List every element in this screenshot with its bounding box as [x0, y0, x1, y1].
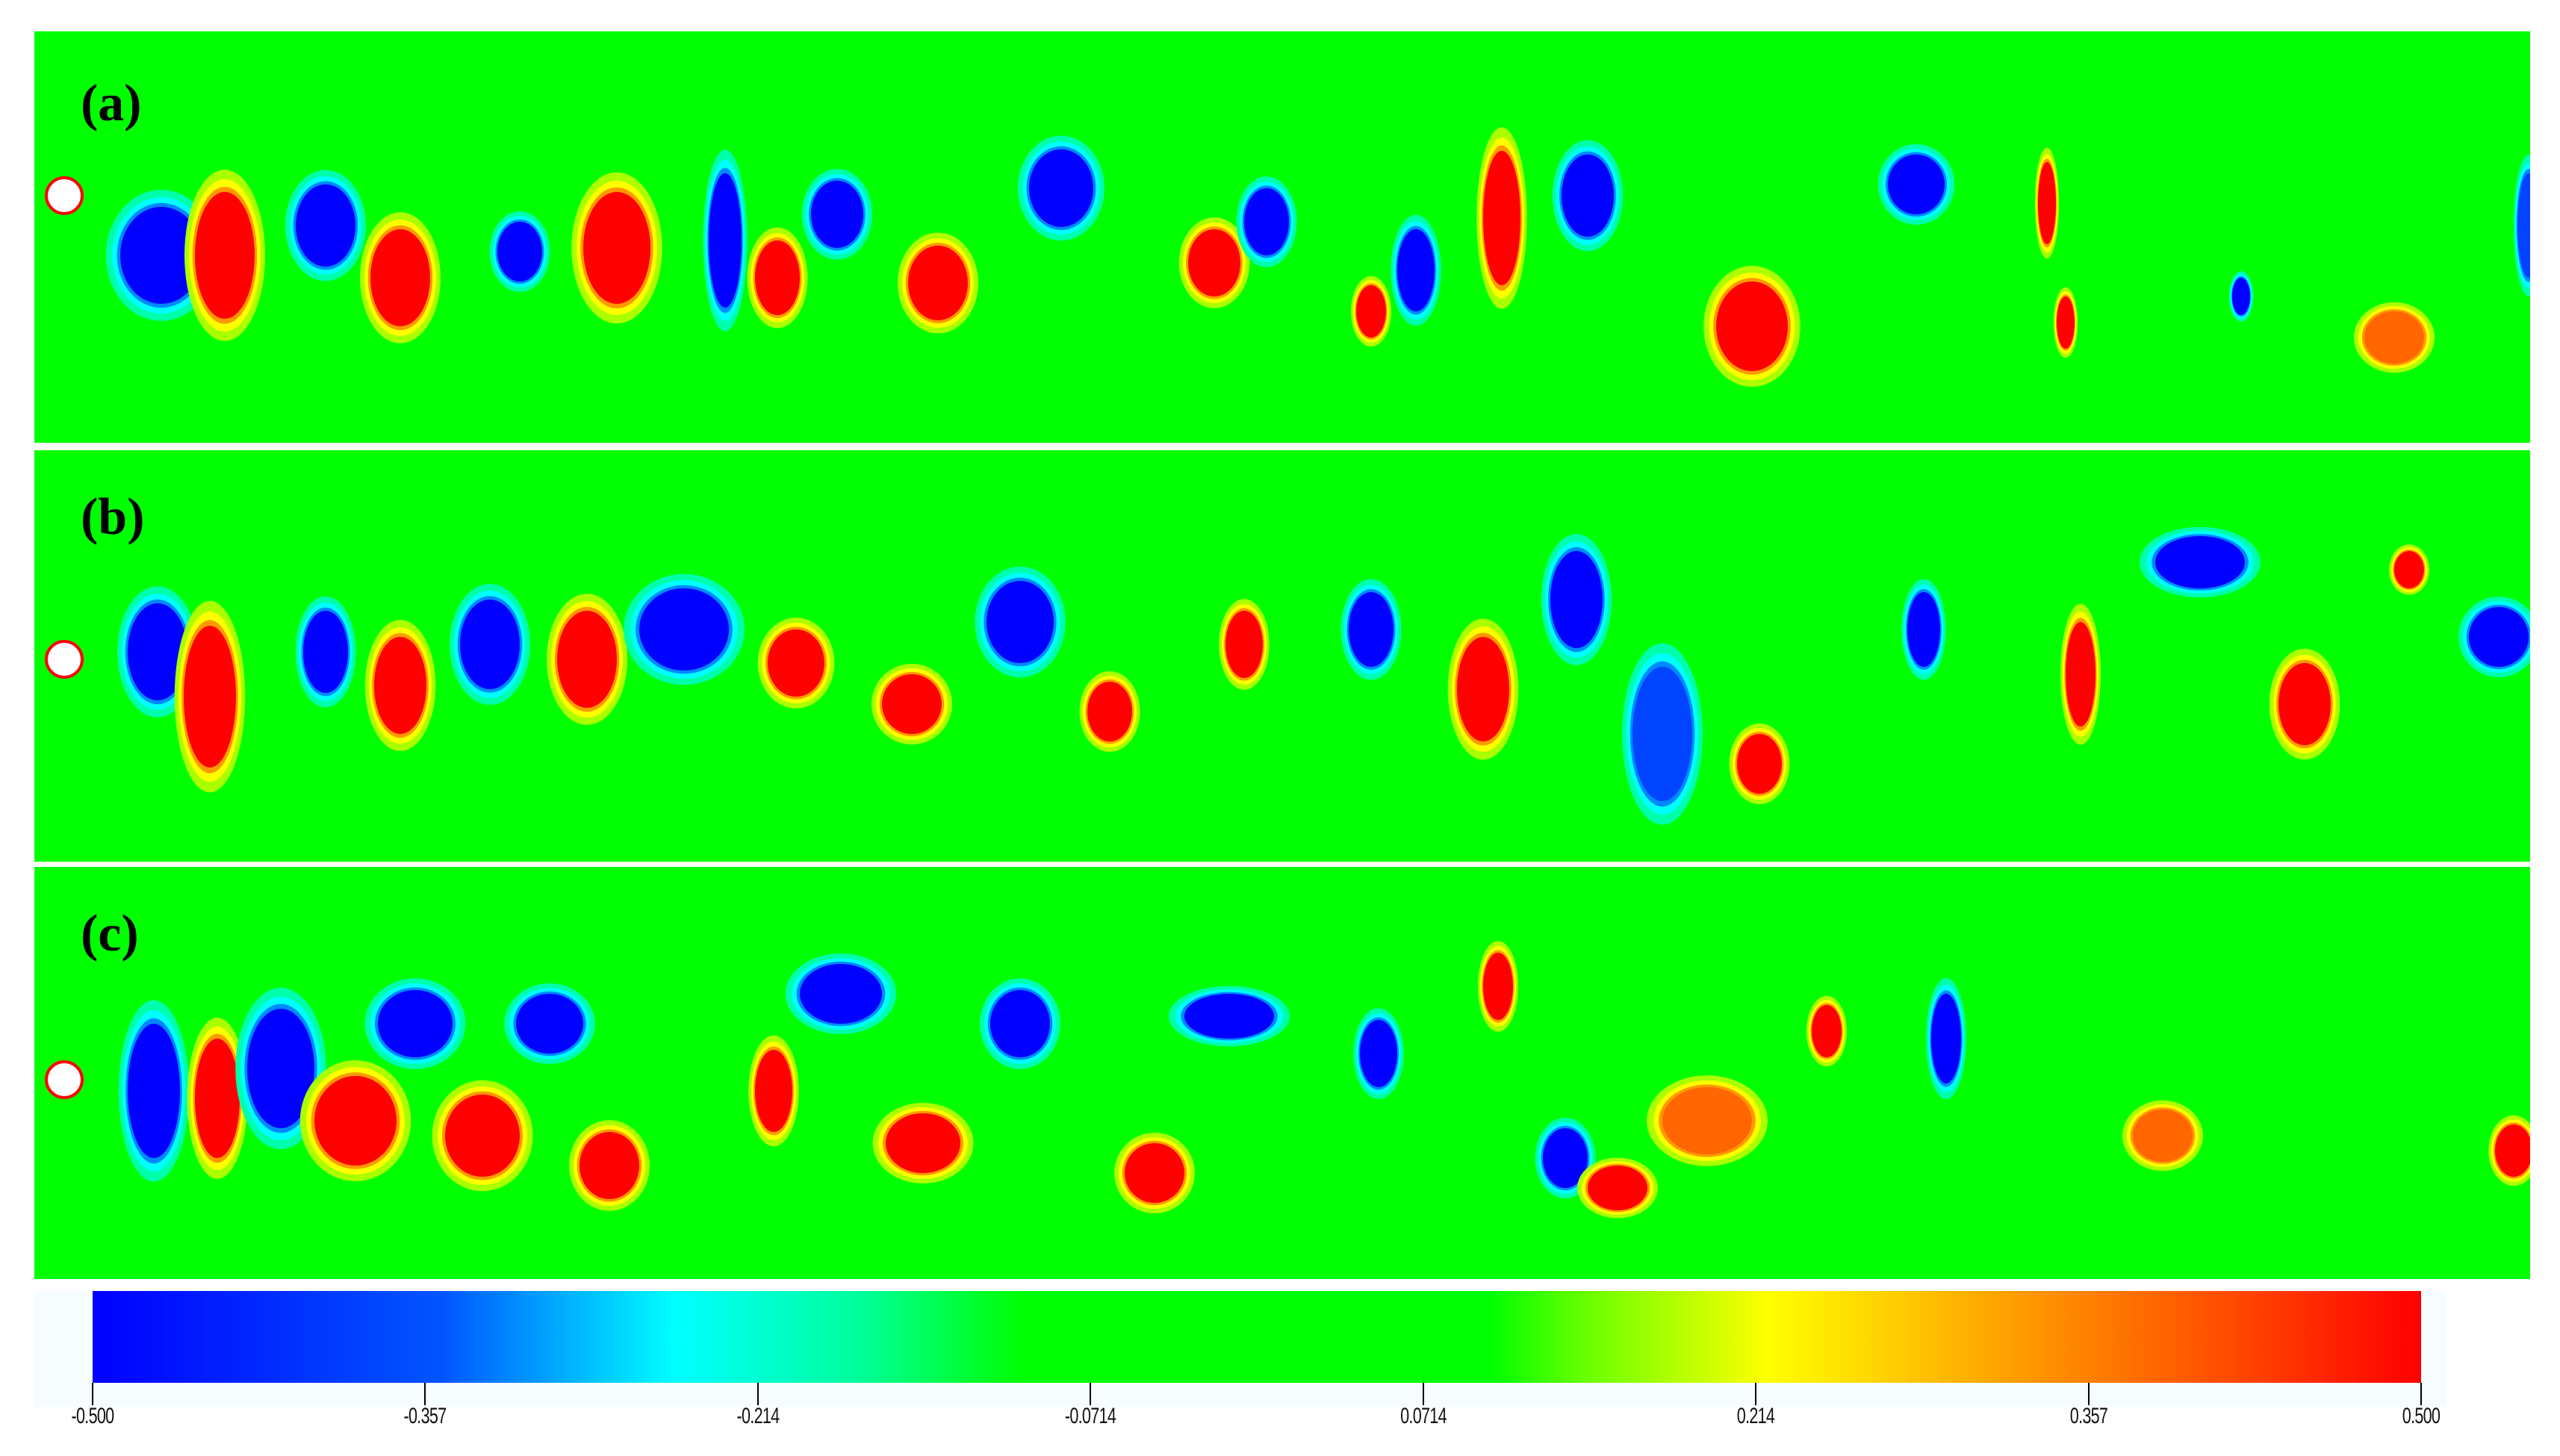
positive-vortex	[2066, 622, 2095, 727]
positive-vortex	[2364, 311, 2424, 364]
colorbar-tick	[2087, 1383, 2090, 1405]
positive-vortex	[1125, 1143, 1184, 1203]
colorbar-tick	[424, 1383, 426, 1405]
positive-vortex	[2133, 1110, 2193, 1162]
negative-vortex	[460, 600, 520, 689]
positive-vortex	[1588, 1166, 1647, 1210]
negative-vortex	[128, 1024, 180, 1158]
negative-vortex	[2517, 173, 2530, 278]
panel-a: (a)	[34, 31, 2530, 443]
colorbar-tick-label: -0.500	[71, 1404, 115, 1428]
negative-vortex	[1888, 155, 1945, 214]
positive-vortex	[583, 192, 650, 304]
positive-vortex	[1483, 151, 1520, 285]
positive-vortex	[886, 1113, 960, 1173]
negative-vortex	[516, 994, 583, 1054]
vorticity-field-a	[45, 127, 2530, 387]
positive-vortex	[1812, 1005, 1842, 1057]
colorbar-tick	[1422, 1383, 1424, 1405]
positive-vortex	[2394, 551, 2424, 588]
colorbar-tick	[92, 1383, 93, 1405]
positive-vortex	[1225, 611, 1263, 678]
positive-vortex	[195, 1039, 240, 1158]
positive-vortex	[557, 611, 617, 708]
positive-vortex	[314, 1076, 397, 1166]
colorbar-tick-label: -0.214	[736, 1404, 780, 1428]
negative-vortex	[987, 581, 1054, 663]
positive-vortex	[374, 637, 426, 734]
panel-label-a: (a)	[81, 75, 142, 132]
negative-vortex	[1550, 551, 1603, 648]
negative-vortex	[990, 990, 1050, 1057]
positive-vortex	[755, 240, 800, 315]
positive-vortex	[184, 626, 236, 768]
negative-vortex	[1931, 994, 1961, 1083]
positive-vortex	[1188, 229, 1240, 296]
positive-vortex	[1662, 1087, 1752, 1154]
negative-vortex	[1360, 1020, 1397, 1087]
colorbar-tick	[756, 1383, 759, 1405]
positive-vortex	[1087, 682, 1132, 741]
colorbar-tick	[2420, 1383, 2422, 1405]
positive-vortex	[908, 246, 968, 320]
positive-vortex	[1483, 953, 1513, 1020]
cylinder-icon	[45, 176, 84, 215]
negative-vortex	[811, 181, 863, 248]
negative-vortex	[1244, 188, 1289, 255]
negative-vortex	[639, 588, 729, 671]
negative-vortex	[1029, 149, 1093, 227]
negative-vortex	[709, 173, 742, 308]
positive-vortex	[2038, 162, 2056, 244]
positive-vortex	[1716, 281, 1788, 371]
colorbar-tick-label: -0.357	[403, 1404, 447, 1428]
positive-vortex	[2278, 663, 2331, 745]
colorbar-tick-label: 0.0714	[1399, 1404, 1447, 1428]
panel-label-b: (b)	[81, 488, 145, 546]
negative-vortex	[378, 990, 453, 1057]
positive-vortex	[2495, 1124, 2530, 1177]
panel-b: (b)	[34, 450, 2530, 862]
vorticity-field-b	[45, 526, 2530, 825]
panel-c: (c)	[34, 867, 2530, 1279]
negative-vortex	[128, 603, 187, 700]
positive-vortex	[370, 229, 430, 326]
negative-vortex	[1184, 994, 1274, 1039]
negative-vortex	[2232, 278, 2250, 315]
negative-vortex	[1907, 592, 1940, 667]
vorticity-field-c	[45, 941, 2530, 1219]
colorbar-tick-label: 0.214	[1736, 1404, 1775, 1428]
negative-vortex	[1632, 667, 1692, 801]
negative-vortex	[2155, 536, 2245, 588]
colorbar-tick-label: -0.0714	[1065, 1404, 1116, 1428]
cylinder-icon	[45, 640, 84, 679]
positive-vortex	[1737, 734, 1782, 794]
positive-vortex	[1356, 285, 1386, 337]
negative-vortex	[800, 964, 882, 1024]
negative-vortex	[120, 207, 202, 304]
negative-vortex	[1543, 1128, 1588, 1188]
positive-vortex	[195, 192, 255, 319]
positive-vortex	[580, 1132, 639, 1199]
negative-vortex	[1562, 155, 1614, 237]
negative-vortex	[1349, 592, 1394, 667]
negative-vortex	[247, 1009, 314, 1128]
positive-vortex	[882, 674, 942, 734]
positive-vortex	[1457, 637, 1509, 741]
positive-vortex	[768, 629, 824, 697]
panel-label-c: (c)	[81, 905, 139, 962]
positive-vortex	[445, 1095, 520, 1177]
negative-vortex	[296, 184, 355, 267]
colorbar	[93, 1291, 2421, 1383]
colorbar-tick-label: 0.357	[2069, 1404, 2107, 1428]
positive-vortex	[2057, 296, 2075, 349]
negative-vortex	[303, 611, 348, 693]
colorbar-tick-label: 0.500	[2402, 1404, 2441, 1428]
positive-vortex	[755, 1050, 792, 1132]
colorbar-tick	[1090, 1383, 1092, 1405]
negative-vortex	[2469, 607, 2529, 667]
colorbar-tick	[1755, 1383, 1757, 1405]
negative-vortex	[1397, 229, 1435, 311]
cylinder-icon	[45, 1060, 84, 1099]
negative-vortex	[497, 222, 542, 281]
